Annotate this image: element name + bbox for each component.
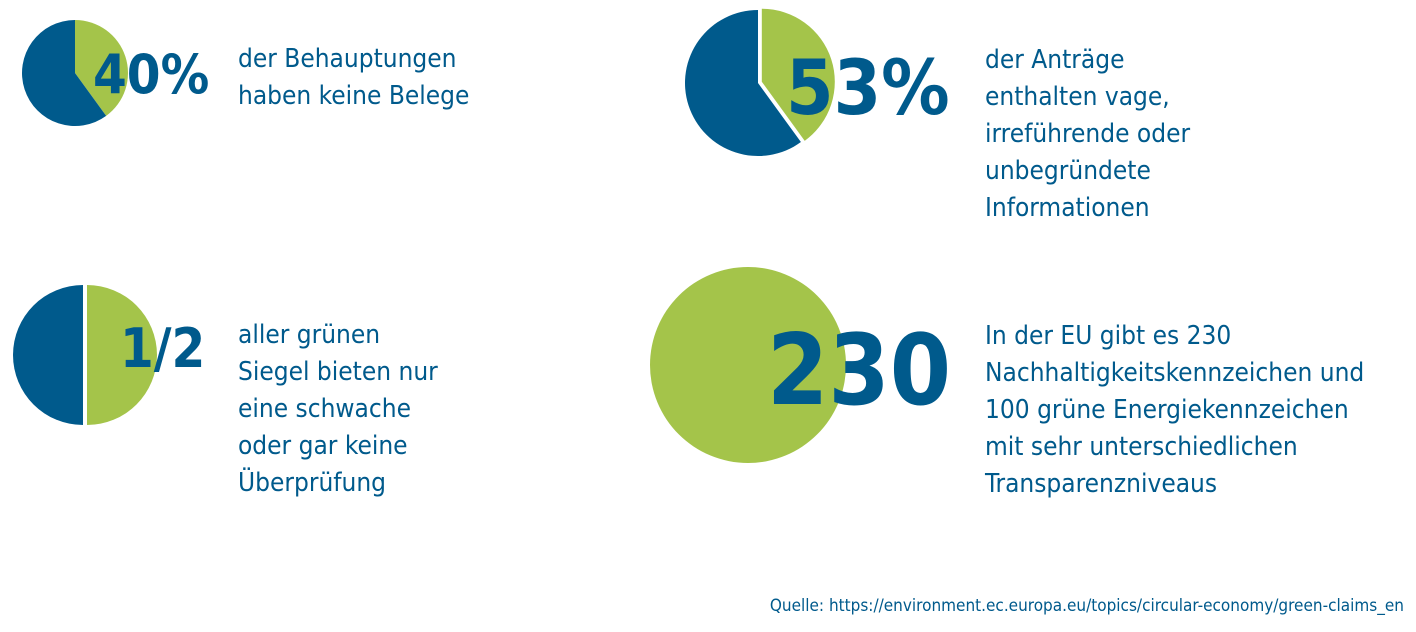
pie-slice-rest (13, 285, 83, 425)
value-53-percent: 53% (786, 43, 950, 132)
description-claims: der Behauptungen haben keine Belege (238, 41, 469, 115)
circle-chart-eco-labels (650, 267, 846, 463)
description-line: unbegründete (985, 156, 1151, 186)
pie-slice-highlight (87, 285, 157, 425)
pie-slice-rest (22, 20, 107, 126)
pie-slice-highlight (75, 20, 129, 116)
pie-slice-highlight (761, 8, 835, 141)
description-line: mit sehr unterschiedlichen (985, 432, 1298, 462)
description-line: enthalten vage, (985, 82, 1170, 112)
description-line: Überprüfung (238, 468, 387, 498)
description-applications: der Anträge enthalten vage, irreführende… (985, 42, 1190, 227)
description-line: Informationen (985, 193, 1150, 223)
description-line: der Behauptungen (238, 44, 457, 74)
description-labels: aller grünen Siegel bieten nur eine schw… (238, 317, 438, 502)
value-230: 230 (767, 314, 952, 428)
pie-slice-highlight (650, 267, 846, 463)
value-40-percent: 40% (93, 43, 210, 106)
description-line: Siegel bieten nur (238, 357, 438, 387)
description-line: Nachhaltigkeitskennzeichen und (985, 358, 1365, 388)
description-line: oder gar keine (238, 431, 408, 461)
description-line: Transparenzniveaus (985, 469, 1218, 499)
description-line: aller grünen (238, 320, 381, 350)
value-one-half: 1/2 (120, 317, 206, 380)
source-note: Quelle: https://environment.ec.europa.eu… (769, 596, 1404, 616)
description-line: 100 grüne Energiekennzeichen (985, 395, 1349, 425)
pie-chart-labels (13, 285, 157, 425)
description-line: In der EU gibt es 230 (985, 321, 1232, 351)
pie-chart-applications (685, 8, 835, 157)
description-line: haben keine Belege (238, 81, 470, 111)
pie-slice-rest (685, 10, 801, 157)
pie-chart-claims (22, 20, 129, 126)
description-line: der Anträge (985, 45, 1125, 75)
description-line: eine schwache (238, 394, 411, 424)
description-line: irreführende oder (985, 119, 1191, 149)
description-eco-labels: In der EU gibt es 230 Nachhaltigkeitsken… (985, 318, 1364, 503)
